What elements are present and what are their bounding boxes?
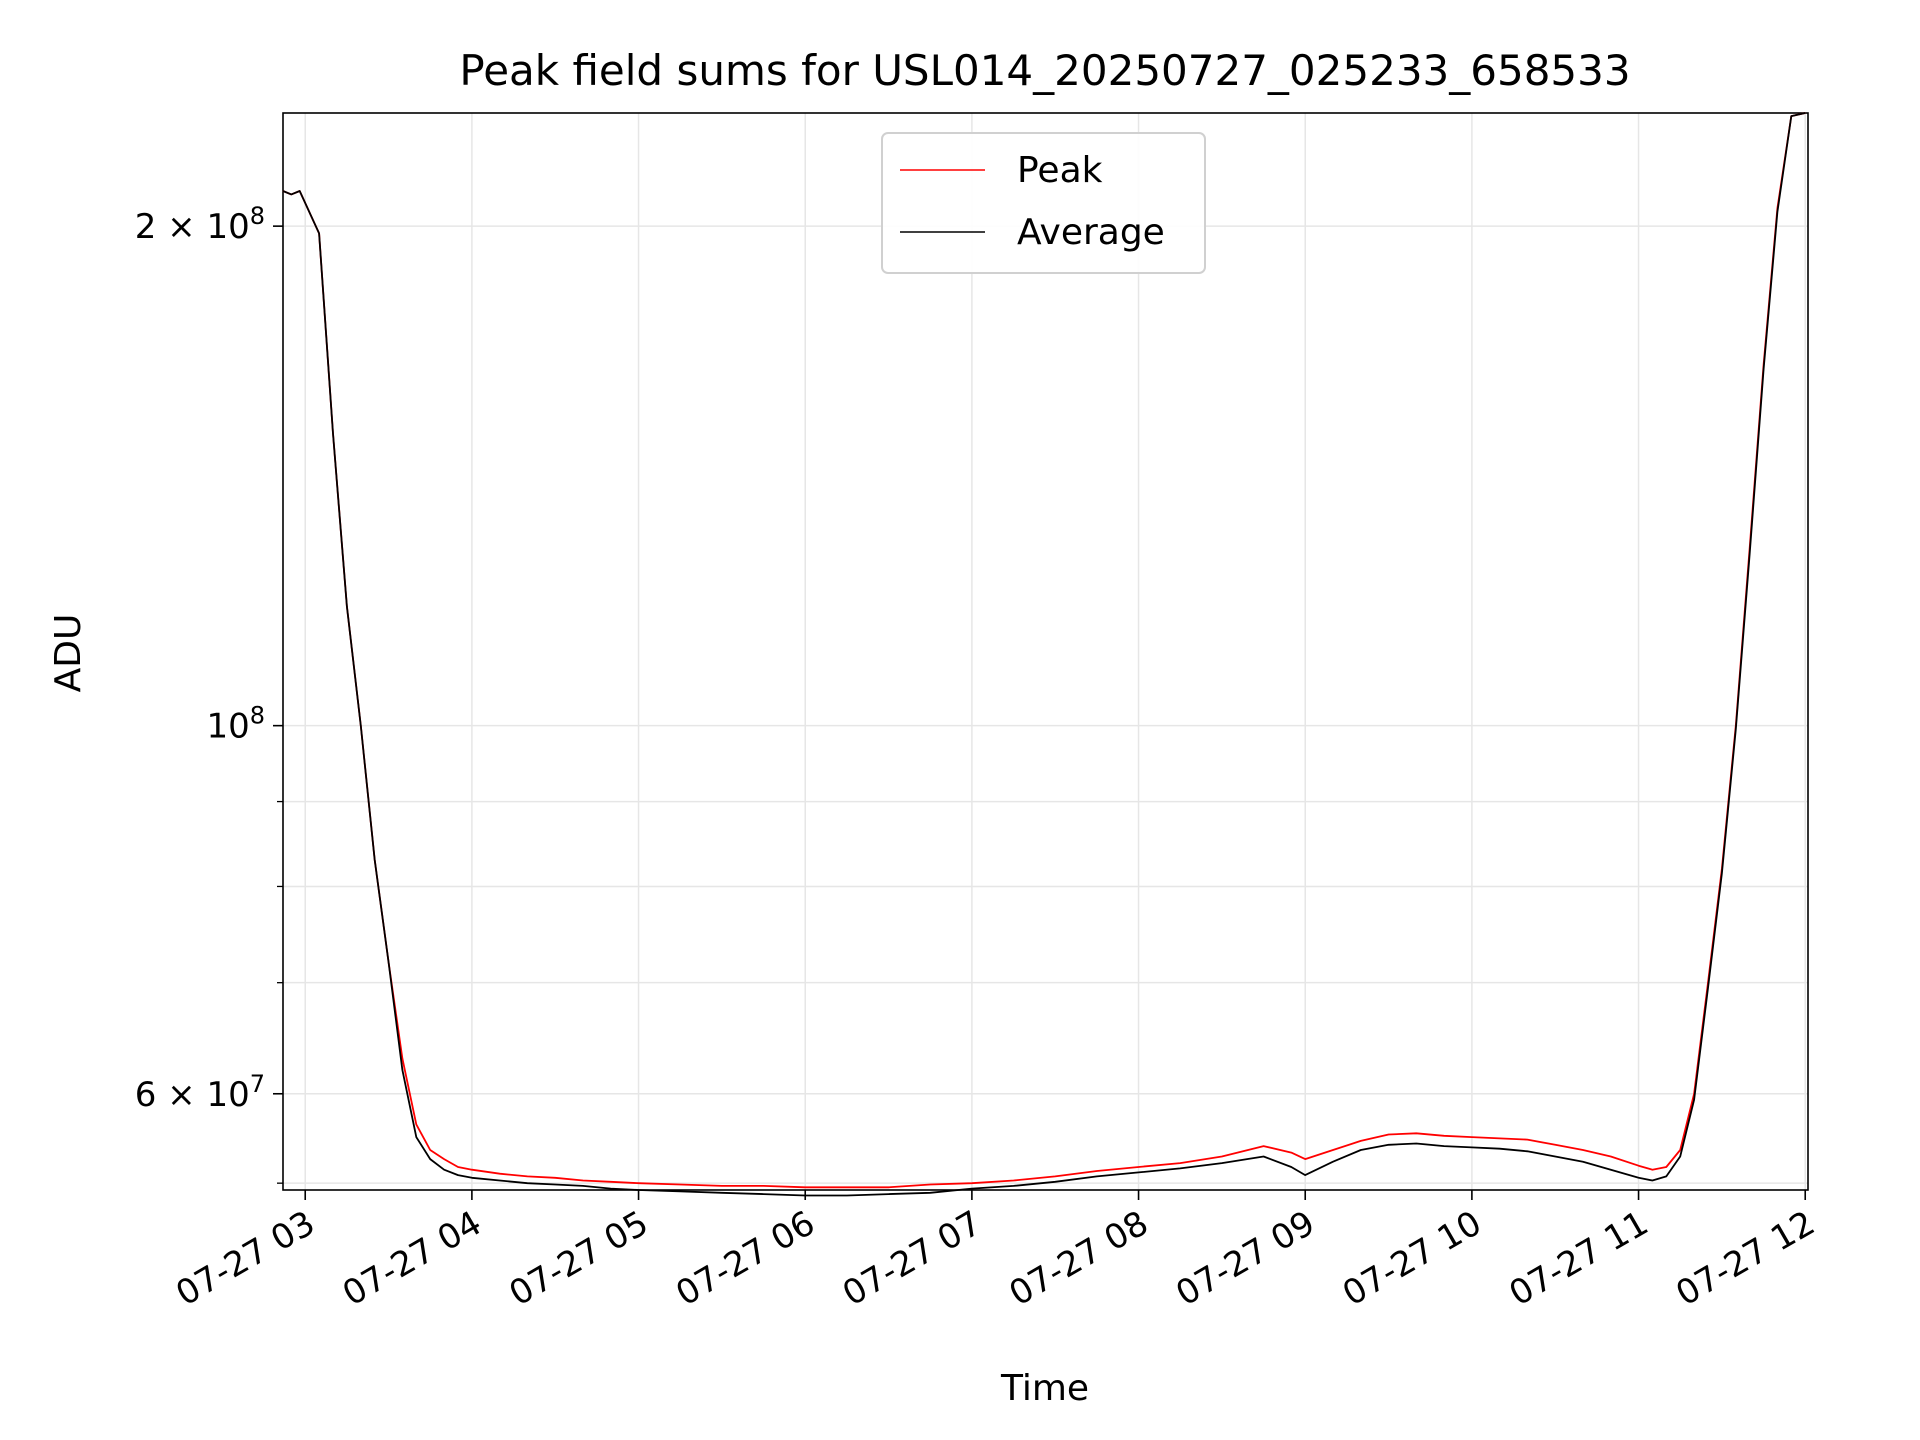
x-tick-label: 07-27 10 <box>1336 1203 1488 1314</box>
x-tick-label: 07-27 03 <box>169 1203 321 1314</box>
x-tick-label: 07-27 08 <box>1003 1203 1155 1314</box>
y-axis-label: ADU <box>48 614 89 693</box>
x-axis-ticks: 07-27 03 07-27 04 07-27 05 07-27 06 07-27 07… <box>169 1190 1822 1314</box>
plot-area-frame <box>282 112 1809 1191</box>
legend-box <box>881 132 1206 274</box>
y-tick-label: 6 × 107 <box>135 1070 265 1115</box>
grid <box>283 113 1808 1190</box>
y-tick-label: 2 × 108 <box>135 202 265 247</box>
legend-label-average: Average <box>1017 212 1165 253</box>
x-tick-label: 07-27 11 <box>1503 1203 1655 1314</box>
chart-title: Peak field sums for USL014_20250727_0252… <box>459 46 1630 95</box>
x-tick-label: 07-27 04 <box>336 1203 488 1314</box>
x-tick-label: 07-27 12 <box>1669 1203 1821 1314</box>
x-tick-label: 07-27 09 <box>1169 1203 1321 1314</box>
x-tick-label: 07-27 05 <box>503 1203 655 1314</box>
legend: Peak Average <box>881 132 1206 274</box>
series-layer <box>282 112 1806 1197</box>
x-tick-label: 07-27 07 <box>836 1203 988 1314</box>
series-line-peak <box>282 112 1806 1189</box>
series-line-average <box>282 112 1806 1197</box>
y-tick-label: 108 <box>206 702 265 747</box>
legend-label-peak: Peak <box>1017 150 1103 191</box>
y-axis-ticks: 2 × 108 108 6 × 107 <box>135 202 283 1184</box>
x-axis-label: Time <box>1000 1368 1089 1409</box>
x-tick-label: 07-27 06 <box>669 1203 821 1314</box>
